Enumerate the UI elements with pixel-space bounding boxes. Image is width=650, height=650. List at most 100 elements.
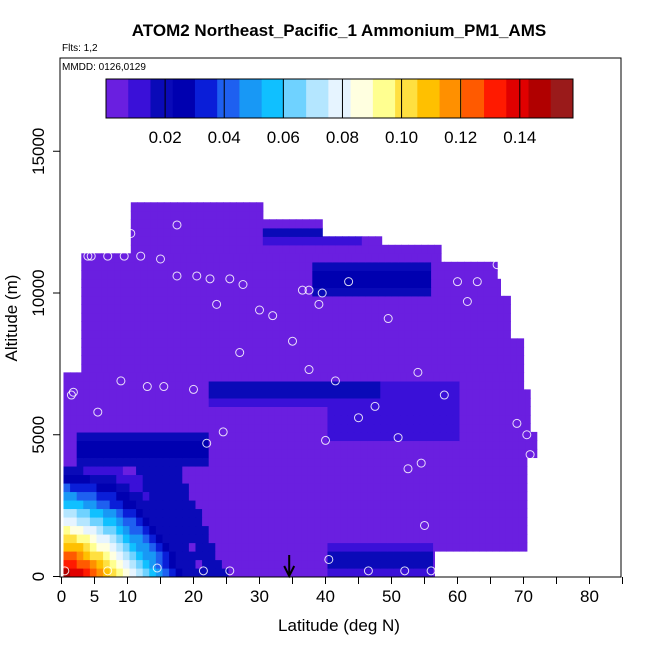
heatmap-cell bbox=[334, 533, 342, 544]
heatmap-cell bbox=[378, 363, 386, 373]
heatmap-cell bbox=[180, 355, 188, 365]
heatmap-cell bbox=[426, 389, 434, 399]
heatmap-cell bbox=[63, 474, 71, 484]
heatmap-cell bbox=[147, 321, 155, 331]
heatmap-cell bbox=[114, 261, 122, 271]
heatmap-cell bbox=[505, 482, 513, 493]
heatmap-cell bbox=[228, 482, 236, 493]
heatmap-cell bbox=[162, 372, 170, 382]
heatmap-cell bbox=[134, 287, 142, 297]
heatmap-cell bbox=[419, 440, 428, 450]
heatmap-cell bbox=[318, 363, 327, 373]
heatmap-cell bbox=[170, 210, 178, 220]
heatmap-cell bbox=[188, 516, 197, 527]
heatmap-cell bbox=[490, 270, 498, 280]
heatmap-cell bbox=[206, 253, 214, 263]
heatmap-cell bbox=[505, 372, 513, 382]
heatmap-cell bbox=[365, 278, 373, 288]
heatmap-cell bbox=[202, 389, 210, 399]
heatmap-cell bbox=[353, 550, 362, 561]
heatmap-cell bbox=[116, 423, 124, 433]
heatmap-cell bbox=[386, 559, 395, 569]
heatmap-cell bbox=[96, 568, 104, 578]
heatmap-cell bbox=[127, 287, 135, 297]
heatmap-cell bbox=[160, 346, 168, 356]
heatmap-cell bbox=[259, 312, 267, 322]
heatmap-cell bbox=[472, 448, 480, 459]
heatmap-cell bbox=[518, 516, 527, 527]
heatmap-cell bbox=[360, 533, 368, 544]
heatmap-cell bbox=[485, 533, 494, 544]
heatmap-cell bbox=[235, 389, 243, 399]
data-point bbox=[218, 427, 228, 437]
heatmap-cell bbox=[287, 516, 296, 527]
heatmap-cell bbox=[393, 550, 401, 561]
heatmap-cell bbox=[327, 525, 335, 535]
heatmap-cell bbox=[83, 380, 91, 390]
heatmap-cell bbox=[532, 448, 538, 459]
heatmap-cell bbox=[252, 355, 261, 365]
heatmap-cell bbox=[122, 568, 131, 578]
heatmap-cell bbox=[226, 321, 234, 331]
heatmap-cell bbox=[431, 355, 439, 365]
heatmap-cell bbox=[367, 533, 375, 544]
heatmap-cell bbox=[89, 389, 98, 399]
heatmap-cell bbox=[167, 270, 175, 280]
heatmap-cell bbox=[144, 244, 152, 254]
heatmap-cell bbox=[103, 406, 111, 416]
heatmap-cell bbox=[116, 380, 124, 390]
heatmap-cell bbox=[103, 380, 111, 390]
heatmap-cell bbox=[122, 457, 131, 467]
heatmap-cell bbox=[338, 321, 346, 331]
heatmap-cell bbox=[129, 550, 137, 561]
heatmap-cell bbox=[307, 559, 315, 569]
heatmap-cell bbox=[505, 414, 513, 425]
data-point bbox=[314, 299, 324, 309]
heatmap-cell bbox=[404, 287, 412, 297]
heatmap-cell bbox=[292, 261, 300, 271]
heatmap-cell bbox=[200, 355, 208, 365]
heatmap-cell bbox=[107, 278, 115, 288]
heatmap-cell bbox=[182, 525, 190, 535]
heatmap-cell bbox=[360, 559, 368, 569]
heatmap-cell bbox=[160, 287, 168, 297]
heatmap-cell bbox=[380, 508, 388, 518]
heatmap-cell bbox=[153, 329, 162, 339]
heatmap-cell bbox=[122, 389, 131, 399]
heatmap-cell bbox=[287, 465, 296, 476]
heatmap-cell bbox=[466, 516, 474, 527]
colorbar-swatch bbox=[439, 79, 463, 118]
heatmap-cell bbox=[483, 355, 492, 365]
heatmap-cell bbox=[114, 338, 122, 348]
heatmap-cell bbox=[499, 457, 507, 467]
heatmap-cell bbox=[302, 236, 310, 246]
heatmap-cell bbox=[466, 499, 474, 510]
heatmap-cell bbox=[272, 355, 280, 365]
heatmap-cell bbox=[281, 550, 289, 561]
heatmap-cell bbox=[497, 338, 505, 348]
heatmap-cell bbox=[353, 431, 362, 442]
heatmap-cell bbox=[373, 457, 381, 467]
heatmap-cell bbox=[327, 533, 335, 544]
heatmap-cell bbox=[281, 431, 289, 442]
heatmap-cell bbox=[155, 525, 164, 535]
heatmap-cell bbox=[261, 516, 269, 527]
heatmap-cell bbox=[182, 414, 190, 425]
heatmap-cell bbox=[358, 321, 366, 331]
heatmap-cell bbox=[215, 380, 223, 390]
heatmap-cell bbox=[437, 261, 445, 271]
heatmap-cell bbox=[444, 304, 452, 314]
heatmap-cell bbox=[327, 516, 335, 527]
heatmap-cell bbox=[183, 219, 191, 229]
heatmap-cell bbox=[320, 499, 329, 510]
heatmap-cell bbox=[373, 559, 381, 569]
heatmap-cell bbox=[499, 406, 507, 416]
heatmap-cell bbox=[147, 253, 155, 263]
heatmap-cell bbox=[101, 355, 109, 365]
heatmap-cell bbox=[470, 355, 478, 365]
heatmap-cell bbox=[525, 389, 531, 399]
heatmap-cell bbox=[142, 389, 150, 399]
heatmap-cell bbox=[87, 338, 96, 348]
heatmap-cell bbox=[499, 482, 507, 493]
heatmap-cell bbox=[142, 542, 150, 552]
